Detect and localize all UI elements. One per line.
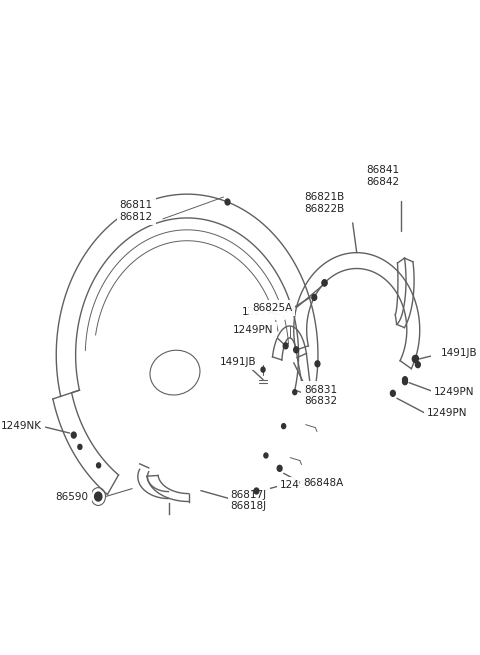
Circle shape [277,465,282,472]
Text: 86817J
86818J: 86817J 86818J [231,490,267,512]
Circle shape [390,390,396,396]
Circle shape [225,199,230,205]
Text: 86841
86842: 86841 86842 [366,166,399,187]
Text: 86821B
86822B: 86821B 86822B [304,193,345,214]
Circle shape [412,356,418,362]
Circle shape [264,453,268,458]
Circle shape [413,356,419,362]
Text: 1491JB: 1491JB [219,357,256,367]
Circle shape [261,367,265,372]
Text: 86831
86832: 86831 86832 [304,384,337,406]
Circle shape [322,280,327,286]
Circle shape [96,463,101,468]
Circle shape [293,390,297,395]
Circle shape [282,424,286,428]
Circle shape [294,347,299,353]
Circle shape [403,379,408,384]
Circle shape [403,377,408,383]
Circle shape [72,432,76,438]
Circle shape [283,343,288,349]
Circle shape [312,295,317,301]
Circle shape [254,488,259,494]
Circle shape [78,445,82,449]
Text: 86848A: 86848A [303,478,343,488]
Text: 1491JB: 1491JB [441,348,478,358]
Text: 86590: 86590 [56,491,88,502]
Text: 1249PN: 1249PN [280,480,320,490]
Text: 86825A: 86825A [252,303,292,312]
Text: 1249NK: 1249NK [1,421,42,431]
Text: 1249PN: 1249PN [434,386,475,396]
Text: 1327AE: 1327AE [241,307,282,317]
Text: 86811
86812: 86811 86812 [120,200,153,222]
Circle shape [95,492,102,501]
Circle shape [322,280,327,286]
Text: 1249PN: 1249PN [233,325,274,335]
Circle shape [416,362,420,367]
Text: 1249PN: 1249PN [427,408,468,418]
Circle shape [315,361,320,367]
